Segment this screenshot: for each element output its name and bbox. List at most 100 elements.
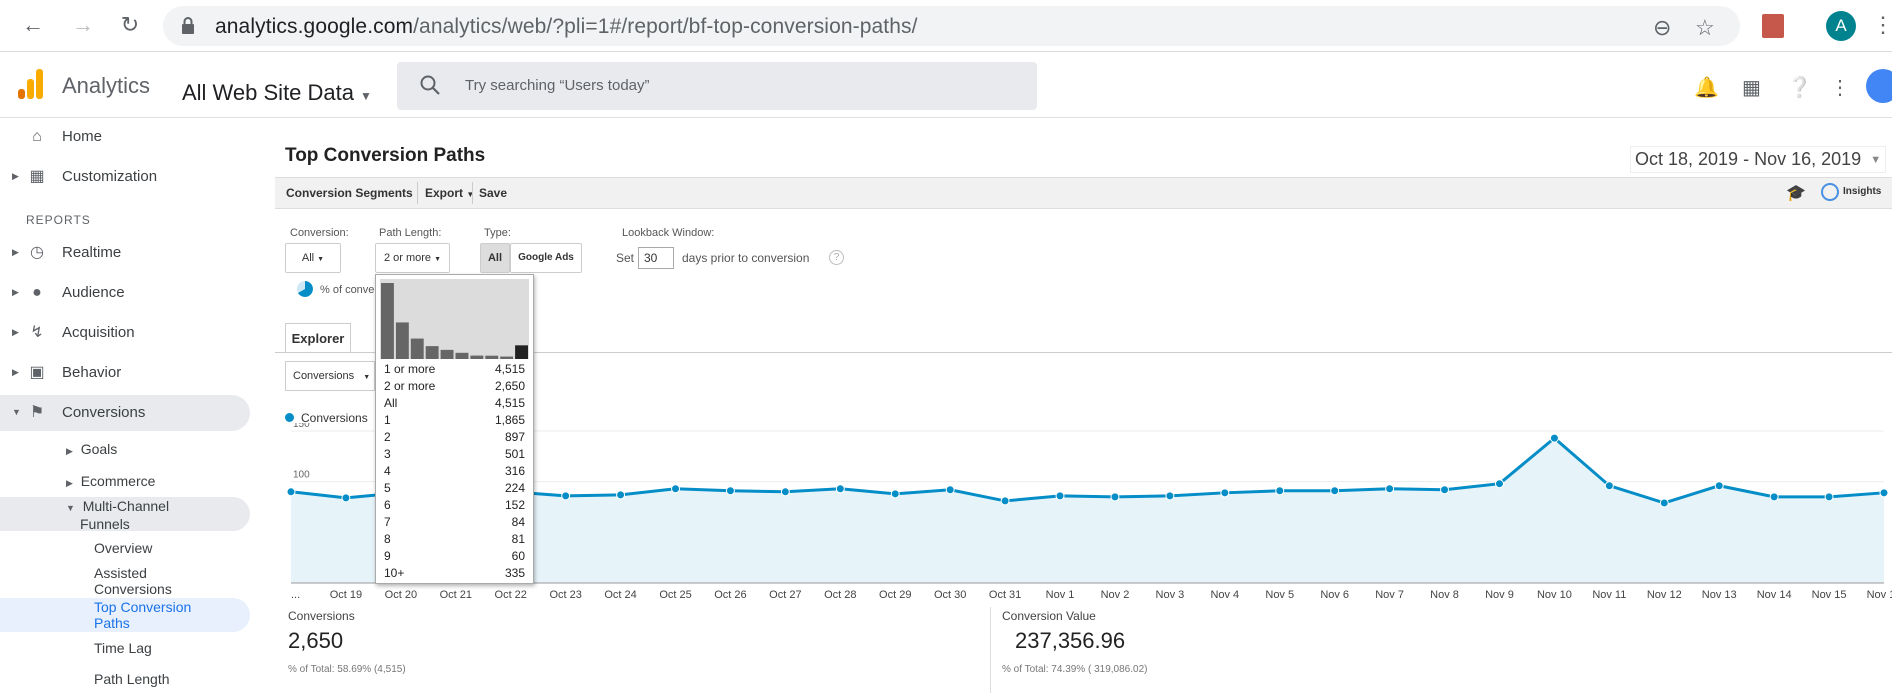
date-range-selector[interactable]: Oct 18, 2019 - Nov 16, 2019 ▼ (1630, 146, 1887, 173)
sidebar-item-goals[interactable]: ▶ Goals (66, 441, 118, 457)
sidebar-item-assisted-conversions[interactable]: Assisted Conversions (94, 565, 172, 597)
sidebar-item-top-conversion-paths[interactable]: Top Conversion Paths (94, 599, 192, 631)
x-tick-label: ... (291, 589, 300, 601)
sidebar-item-audience[interactable]: ▶ ● Audience (12, 284, 125, 301)
conversion-filter-dropdown[interactable]: All ▼ (285, 243, 341, 273)
user-avatar[interactable] (1866, 69, 1892, 103)
sidebar-item-customization[interactable]: ▶ ▦ Customization (12, 168, 158, 185)
data-point[interactable] (561, 491, 571, 501)
x-tick-label: Nov 10 (1537, 589, 1572, 601)
sidebar-item-behavior[interactable]: ▶ ▣ Behavior (12, 364, 122, 381)
summary-conversions-value: 2,650 (288, 628, 344, 653)
chevron-down-icon: ▼ (466, 190, 475, 199)
bookmark-star-icon[interactable]: ☆ (1695, 15, 1715, 40)
histogram-bar (500, 356, 514, 359)
x-tick-label: Nov 15 (1812, 589, 1847, 601)
data-point[interactable] (341, 493, 351, 503)
academy-cap-icon[interactable]: 🎓 (1786, 185, 1806, 202)
path-length-option[interactable]: 5 224 (380, 480, 529, 497)
collapse-arrow-icon: ▼ (66, 503, 75, 513)
metric-selector-dropdown[interactable]: Conversions ▼ (285, 361, 375, 391)
path-length-option[interactable]: 2 or more 2,650 (380, 378, 529, 395)
clock-icon: ◷ (30, 244, 44, 261)
data-point[interactable] (1110, 492, 1120, 502)
path-length-option[interactable]: 3 501 (380, 446, 529, 463)
histogram-bar (470, 355, 484, 359)
sidebar-item-conversions[interactable]: ▼ ⚑ Conversions (0, 395, 250, 431)
data-point[interactable] (1275, 486, 1285, 496)
data-point[interactable] (1879, 488, 1889, 498)
path-length-option[interactable]: 2 897 (380, 429, 529, 446)
sidebar-item-realtime[interactable]: ▶ ◷ Realtime (12, 244, 122, 261)
lookback-days-input[interactable]: 30 (638, 247, 674, 269)
path-length-option[interactable]: All 4,515 (380, 395, 529, 412)
path-length-option[interactable]: 9 60 (380, 548, 529, 565)
data-point[interactable] (1000, 496, 1010, 506)
forward-icon[interactable]: → (72, 12, 94, 37)
data-point[interactable] (780, 487, 790, 497)
data-point[interactable] (1769, 492, 1779, 502)
data-point[interactable] (616, 490, 626, 500)
browser-profile-avatar[interactable]: A (1826, 11, 1856, 41)
apps-grid-icon[interactable]: ▦ (1742, 77, 1761, 99)
more-options-icon[interactable]: ⋮ (1830, 77, 1850, 99)
data-point[interactable] (1385, 484, 1395, 494)
data-point[interactable] (1659, 498, 1669, 508)
sidebar-item-overview[interactable]: Overview (94, 540, 153, 556)
data-point[interactable] (1440, 485, 1450, 495)
x-tick-label: Nov 2 (1101, 589, 1130, 601)
path-length-dropdown[interactable]: 2 or more ▼ (375, 243, 450, 273)
data-point[interactable] (1714, 481, 1724, 491)
back-icon[interactable]: ← (22, 12, 44, 37)
sidebar-item-ecommerce[interactable]: ▶ Ecommerce (66, 473, 156, 489)
sidebar-item-multi-channel-funnels[interactable]: ▼ Multi-Channel Funnels (66, 498, 170, 532)
path-length-option[interactable]: 10+ 335 (380, 565, 529, 582)
sidebar-item-time-lag[interactable]: Time Lag (94, 640, 152, 656)
zoom-out-icon[interactable]: ⊖ (1653, 15, 1672, 40)
pdf-extension-icon[interactable] (1762, 14, 1784, 38)
save-button[interactable]: Save (479, 186, 508, 200)
help-question-icon[interactable]: ? (829, 250, 844, 265)
data-point[interactable] (1824, 492, 1834, 502)
conversion-segments-button[interactable]: Conversion Segments (286, 186, 413, 200)
data-point[interactable] (1220, 488, 1230, 498)
path-length-option[interactable]: 1 1,865 (380, 412, 529, 429)
path-length-option[interactable]: 7 84 (380, 514, 529, 531)
type-all-button[interactable]: All (480, 243, 510, 273)
data-point[interactable] (1549, 433, 1559, 443)
data-point[interactable] (945, 485, 955, 495)
insights-icon[interactable] (1821, 183, 1839, 201)
sidebar-item-acquisition[interactable]: ▶ ↯ Acquisition (12, 324, 135, 341)
tab-explorer[interactable]: Explorer (285, 323, 351, 353)
export-button[interactable]: Export ▼ (425, 186, 475, 200)
path-length-option[interactable]: 6 152 (380, 497, 529, 514)
path-length-option[interactable]: 8 81 (380, 531, 529, 548)
data-point[interactable] (1055, 491, 1065, 501)
data-point[interactable] (1494, 479, 1504, 489)
reload-icon[interactable]: ↻ (120, 12, 140, 37)
data-point[interactable] (1604, 481, 1614, 491)
data-point[interactable] (1330, 486, 1340, 496)
sidebar-item-path-length[interactable]: Path Length (94, 671, 170, 687)
data-point[interactable] (286, 487, 296, 497)
address-bar[interactable]: analytics.google.com/analytics/web/?pli=… (163, 6, 1740, 46)
data-point[interactable] (835, 484, 845, 494)
browser-menu-icon[interactable]: ⋮ (1872, 12, 1892, 37)
sidebar-item-home[interactable]: ⌂ Home (0, 119, 250, 155)
data-point[interactable] (671, 484, 681, 494)
insights-button[interactable]: Insights (1843, 186, 1882, 197)
notifications-bell-icon[interactable]: 🔔 (1694, 77, 1719, 99)
type-google-ads-button[interactable]: Google Ads (510, 243, 582, 273)
search-box[interactable]: Try searching “Users today” (397, 62, 1037, 110)
help-icon[interactable]: ❔ (1787, 77, 1812, 99)
data-point[interactable] (1165, 491, 1175, 501)
path-length-option[interactable]: 1 or more 4,515 (380, 361, 529, 378)
option-count: 224 (504, 481, 525, 495)
data-point[interactable] (725, 486, 735, 496)
x-tick-label: Nov 4 (1210, 589, 1239, 601)
option-count: 60 (511, 549, 525, 563)
account-selector[interactable]: All Web Site Data ▼ (182, 80, 372, 105)
data-point[interactable] (890, 489, 900, 499)
url-text: analytics.google.com/analytics/web/?pli=… (215, 15, 918, 38)
path-length-option[interactable]: 4 316 (380, 463, 529, 480)
